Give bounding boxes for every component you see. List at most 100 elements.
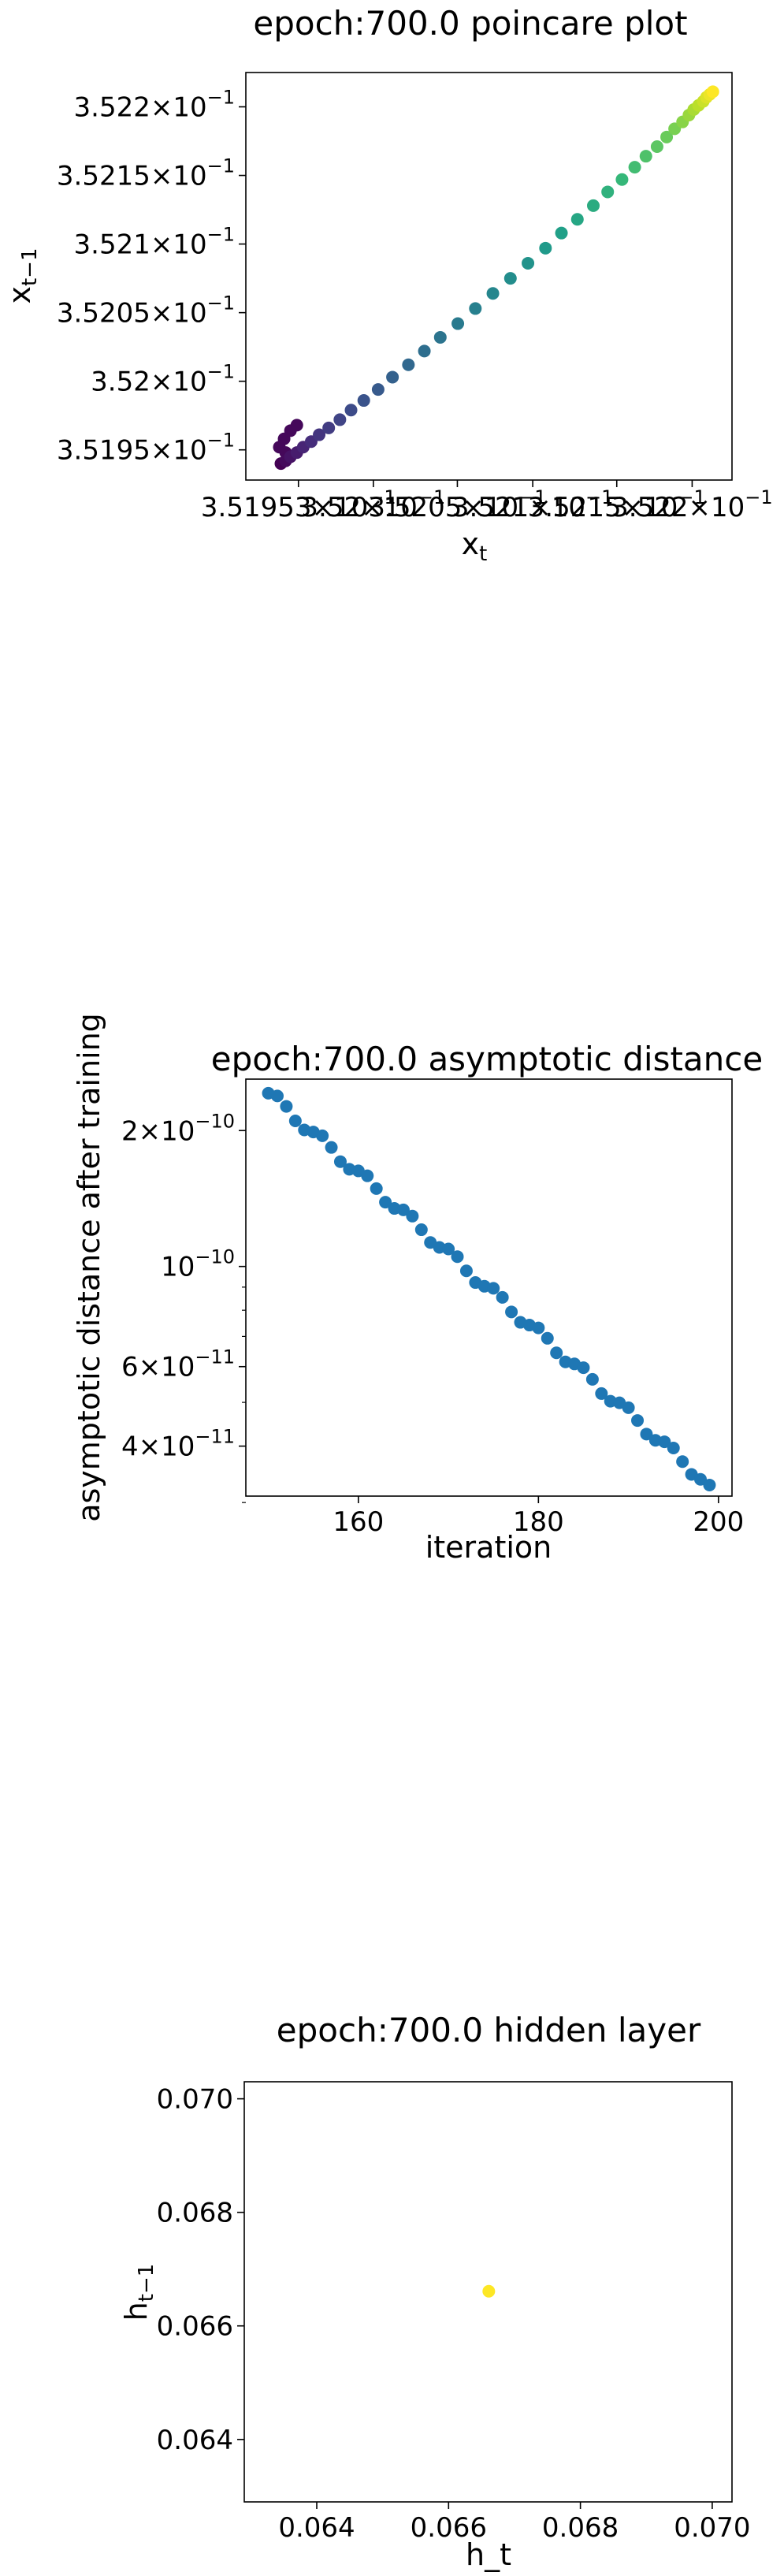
poincare-y-tick-label-3-exponent: −1 xyxy=(207,224,235,246)
asymptotic-point xyxy=(703,1478,716,1491)
asymptotic-point xyxy=(414,1223,428,1237)
hidden-layer-axes-frame xyxy=(243,2081,733,2503)
poincare-point xyxy=(522,256,535,270)
asymptotic-point xyxy=(333,1155,347,1168)
poincare-point xyxy=(313,428,326,441)
poincare-point xyxy=(628,161,641,174)
asymptotic-point xyxy=(676,1455,689,1469)
poincare-y-axis-label-base: x xyxy=(2,286,37,304)
poincare-y-tick-label-5-base: 3.522×10 xyxy=(74,92,207,124)
asymptotic-point xyxy=(622,1401,635,1414)
poincare-y-tick-label-1: 3.52×10−1 xyxy=(91,361,235,398)
asymptotic-y-tick-label-2-exponent: −10 xyxy=(195,1246,235,1268)
asymptotic-distance-panel: epoch:700.0 asymptotic distance 4×10−11 6… xyxy=(72,1013,763,1565)
poincare-x-tick-label-2-base: 3.5205×10 xyxy=(368,492,518,523)
poincare-y-tick-label-0-exponent: −1 xyxy=(207,430,235,452)
asymptotic-point xyxy=(370,1182,383,1195)
hidden-x-tick-label-1: 0.066 xyxy=(411,2512,487,2544)
asymptotic-point xyxy=(541,1331,554,1345)
poincare-point xyxy=(587,199,600,212)
poincare-x-tick-label-0: 3.51953×10−1 xyxy=(201,486,396,523)
asymptotic-distance-axes-frame xyxy=(245,1078,733,1497)
asymptotic-point xyxy=(631,1414,645,1428)
poincare-x-axis-label-base: x xyxy=(462,527,480,561)
asymptotic-point xyxy=(396,1203,410,1216)
asymptotic-x-tick-label-1: 180 xyxy=(513,1506,564,1538)
hidden-x-tick-label-3: 0.070 xyxy=(674,2512,750,2544)
hidden-y-axis-label-subscript: t−1 xyxy=(135,2264,158,2302)
asymptotic-point xyxy=(667,1441,680,1454)
poincare-point xyxy=(290,419,303,432)
asymptotic-point xyxy=(496,1290,509,1304)
asymptotic-point xyxy=(270,1089,284,1103)
poincare-x-tick-label-5-base: 3.522×10 xyxy=(611,492,745,523)
poincare-point xyxy=(344,404,358,417)
poincare-x-tick-label-4: 3.5215×10−1 xyxy=(528,486,706,523)
asymptotic-point xyxy=(658,1435,671,1449)
poincare-x-tick-label-0-base: 3.51953×10 xyxy=(201,492,368,523)
poincare-y-tick-label-2-exponent: −1 xyxy=(207,292,235,315)
poincare-point xyxy=(322,421,336,434)
poincare-point xyxy=(333,413,347,426)
poincare-point xyxy=(660,130,674,143)
poincare-points xyxy=(273,85,719,471)
hidden-points xyxy=(482,2284,496,2298)
poincare-point xyxy=(402,358,415,371)
asymptotic-y-tick-label-0-exponent: −11 xyxy=(195,1426,235,1448)
asymptotic-point xyxy=(288,1115,302,1128)
asymptotic-point xyxy=(585,1372,599,1386)
poincare-x-tick-label-1-base: 3.52×10 xyxy=(301,492,417,523)
poincare-point xyxy=(615,173,629,186)
asymptotic-y-tick-label-0: 4×10−11 xyxy=(121,1426,235,1463)
poincare-x-tick-label-3-base: 3.521×10 xyxy=(452,492,585,523)
poincare-point xyxy=(601,185,615,199)
hidden-x-ticks: 0.064 0.066 0.068 0.070 xyxy=(278,2502,751,2544)
poincare-point xyxy=(706,85,719,99)
poincare-y-axis-label: xt−1 xyxy=(2,248,42,303)
asymptotic-point xyxy=(280,1100,293,1113)
asymptotic-y-tick-label-2: 10−10 xyxy=(161,1246,235,1283)
asymptotic-point xyxy=(325,1141,338,1154)
hidden-layer-title: epoch:700.0 hidden layer xyxy=(277,2011,701,2049)
hidden-x-tick-label-0: 0.064 xyxy=(278,2512,355,2544)
poincare-x-tick-label-1-exponent: −1 xyxy=(418,486,445,508)
poincare-y-tick-label-0: 3.5195×10−1 xyxy=(57,430,235,467)
hidden-x-tick-label-2: 0.068 xyxy=(542,2512,619,2544)
poincare-x-axis-label-subscript: t xyxy=(479,542,487,566)
poincare-point xyxy=(539,241,552,255)
poincare-y-axis-label-subscript: t−1 xyxy=(18,248,42,286)
asymptotic-x-ticks: 160 180 200 xyxy=(333,1496,744,1538)
asymptotic-point xyxy=(406,1209,419,1223)
poincare-y-tick-label-1-exponent: −1 xyxy=(207,361,235,383)
poincare-plot-title: epoch:700.0 poincare plot xyxy=(253,4,687,43)
asymptotic-x-axis-label: iteration xyxy=(425,1530,552,1565)
poincare-y-tick-label-4-exponent: −1 xyxy=(207,155,235,177)
hidden-y-ticks: 0.064 0.066 0.068 0.070 xyxy=(157,2084,244,2456)
poincare-x-tick-label-4-base: 3.5215×10 xyxy=(528,492,678,523)
poincare-x-tick-label-3-exponent: −1 xyxy=(585,486,613,508)
asymptotic-point xyxy=(451,1250,464,1264)
asymptotic-point xyxy=(487,1282,500,1295)
asymptotic-point xyxy=(316,1129,329,1142)
asymptotic-point xyxy=(442,1242,455,1256)
poincare-y-tick-label-4: 3.5215×10−1 xyxy=(57,155,235,192)
hidden-y-tick-label-1: 0.066 xyxy=(157,2311,233,2343)
poincare-y-tick-label-3-base: 3.521×10 xyxy=(74,229,207,261)
asymptotic-point xyxy=(361,1169,374,1182)
hidden-y-axis-label-base: h xyxy=(119,2302,154,2321)
poincare-x-tick-label-5: 3.522×10−1 xyxy=(611,486,772,523)
poincare-point xyxy=(451,317,465,330)
asymptotic-distance-title: epoch:700.0 asymptotic distance xyxy=(211,1040,763,1078)
hidden-layer-panel: epoch:700.0 hidden layer 0.064 0.066 0.068… xyxy=(119,2011,751,2572)
asymptotic-y-tick-label-1-base: 6×10 xyxy=(121,1352,195,1383)
poincare-x-tick-label-5-exponent: −1 xyxy=(745,486,772,508)
poincare-point xyxy=(469,302,482,315)
poincare-point xyxy=(639,150,652,163)
asymptotic-point xyxy=(595,1387,608,1400)
poincare-point xyxy=(486,287,500,300)
poincare-y-tick-label-5: 3.522×10−1 xyxy=(74,87,235,124)
hidden-y-tick-label-2: 0.068 xyxy=(157,2198,233,2229)
poincare-point xyxy=(371,383,385,396)
hidden-y-axis-label: ht−1 xyxy=(119,2264,158,2321)
